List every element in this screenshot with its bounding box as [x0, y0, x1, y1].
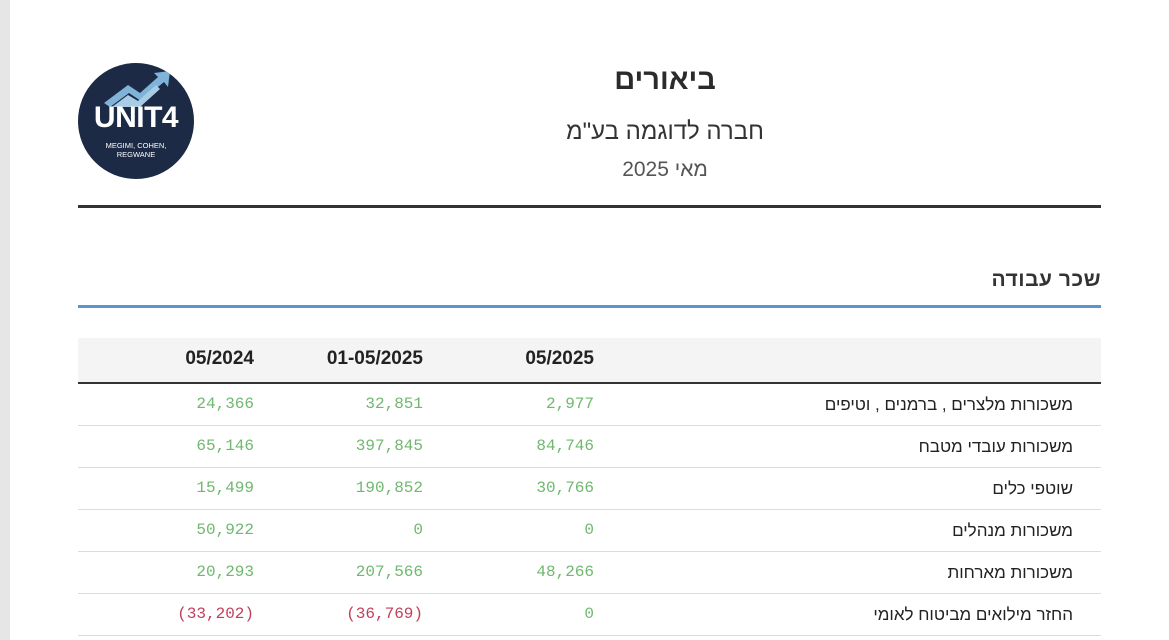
- report-page: UNIT4 MEGIMI, COHEN, REGWANE ביאורים חבר…: [10, 0, 1169, 640]
- cell-ytd-2025: 32,851: [365, 395, 423, 413]
- section-title: שכר עבודה: [991, 268, 1101, 291]
- cell-05-2024: 15,499: [196, 479, 254, 497]
- section-divider: [78, 305, 1101, 308]
- logo-wordmark: UNIT4: [93, 101, 179, 134]
- cell-05-2025: 30,766: [536, 479, 594, 497]
- row-label: משכורות מנהלים: [952, 521, 1073, 540]
- table-row: 30,766 190,852 15,499 שוטפי כלים: [78, 468, 1101, 510]
- table-row: 0 (36,769) (33,202) החזר מילואים מביטוח לאו…: [78, 594, 1101, 636]
- table-row: 84,746 397,845 65,146 משכורות עובדי מטבח: [78, 426, 1101, 468]
- company-logo: UNIT4 MEGIMI, COHEN, REGWANE: [78, 63, 194, 179]
- cell-05-2024: 50,922: [196, 521, 254, 539]
- header-divider: [78, 205, 1101, 208]
- cell-05-2025: 2,977: [545, 395, 594, 413]
- cell-ytd-2025: 397,845: [355, 437, 423, 455]
- table-row: 0 0 50,922 משכורות מנהלים: [78, 510, 1101, 552]
- cell-05-2025: 48,266: [536, 563, 594, 581]
- table-row: 48,266 207,566 20,293 משכורות מארחות: [78, 552, 1101, 594]
- cell-05-2025: 84,746: [536, 437, 594, 455]
- page-title: ביאורים: [614, 64, 716, 96]
- company-name: חברה לדוגמה בע"מ: [566, 118, 764, 145]
- column-header-ytd-2025: 01-05/2025: [326, 348, 423, 369]
- cell-ytd-2025: 190,852: [355, 479, 423, 497]
- cell-ytd-2025: (36,769): [346, 605, 423, 623]
- row-label: משכורות מארחות: [947, 563, 1073, 582]
- report-period: מאי 2025: [622, 158, 708, 181]
- column-header-05-2024: 05/2024: [185, 348, 254, 369]
- row-label: משכורות מלצרים , ברמנים , וטיפים: [824, 395, 1073, 414]
- cell-05-2025: 0: [584, 521, 594, 539]
- table-header: 05/2024 01-05/2025 05/2025: [78, 338, 1101, 384]
- cell-05-2024: 20,293: [196, 563, 254, 581]
- cell-05-2024: (33,202): [177, 605, 254, 623]
- cell-05-2025: 0: [584, 605, 594, 623]
- row-label: החזר מילואים מביטוח לאומי: [873, 605, 1073, 624]
- cell-ytd-2025: 207,566: [355, 563, 423, 581]
- column-header-05-2025: 05/2025: [525, 348, 594, 369]
- row-label: שוטפי כלים: [992, 479, 1073, 498]
- logo-subtext: MEGIMI, COHEN, REGWANE: [105, 141, 167, 159]
- arrow-up-icon: [104, 71, 170, 107]
- table-row: 2,977 32,851 24,366 משכורות מלצרים , ברמנים…: [78, 384, 1101, 426]
- row-label: משכורות עובדי מטבח: [918, 437, 1073, 456]
- cell-ytd-2025: 0: [413, 521, 423, 539]
- cell-05-2024: 65,146: [196, 437, 254, 455]
- cell-05-2024: 24,366: [196, 395, 254, 413]
